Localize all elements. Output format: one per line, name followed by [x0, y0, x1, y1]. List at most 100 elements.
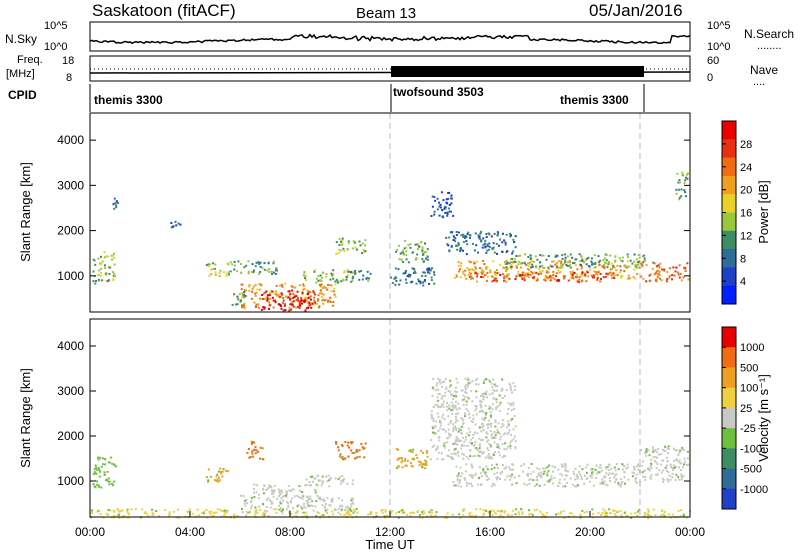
echo-cell — [430, 458, 433, 461]
echo-cell — [571, 276, 574, 279]
echo-cell — [275, 508, 278, 511]
echo-cell — [236, 303, 239, 306]
echo-cell — [253, 441, 255, 444]
echo-cell — [477, 383, 480, 386]
colorbar-tick-label: 25 — [740, 403, 752, 415]
echo-cell — [269, 292, 272, 295]
echo-cell — [409, 281, 412, 284]
echo-cell — [218, 479, 221, 482]
echo-cell — [480, 451, 483, 454]
echo-cell — [463, 385, 466, 388]
echo-cell — [536, 508, 539, 511]
echo-cell — [276, 497, 279, 500]
echo-cell — [507, 402, 510, 405]
echo-cell — [505, 280, 508, 283]
echo-cell — [606, 514, 608, 517]
echo-cell — [103, 471, 106, 474]
echo-cell — [267, 294, 269, 297]
echo-cell — [653, 262, 656, 265]
echo-cell — [275, 267, 278, 270]
echo-cell — [456, 443, 459, 446]
echo-cell — [560, 265, 563, 268]
echo-cell — [486, 249, 489, 252]
echo-cell — [465, 455, 468, 458]
echo-cell — [639, 484, 641, 487]
echo-cell — [608, 472, 611, 475]
echo-cell — [218, 272, 221, 275]
echo-cell — [514, 508, 517, 511]
echo-cell — [362, 447, 365, 450]
echo-cell — [487, 426, 489, 429]
echo-cell — [545, 271, 548, 274]
echo-cell — [458, 480, 461, 483]
echo-cell — [207, 263, 210, 266]
echo-cell — [542, 467, 545, 470]
echo-cell — [578, 253, 581, 256]
echo-cell — [272, 271, 275, 274]
echo-cell — [657, 264, 660, 267]
echo-cell — [233, 515, 236, 518]
echo-cell — [508, 382, 511, 385]
echo-cell — [481, 426, 484, 429]
echo-cell — [663, 268, 666, 271]
echo-cell — [439, 206, 442, 209]
echo-cell — [231, 263, 234, 266]
echo-cell — [572, 470, 575, 473]
echo-cell — [599, 463, 602, 466]
echo-cell — [331, 274, 334, 277]
echo-cell — [469, 441, 472, 444]
echo-cell — [661, 459, 664, 462]
echo-cell — [279, 502, 282, 505]
echo-cell — [143, 512, 146, 514]
echo-cell — [261, 294, 264, 296]
echo-cell — [438, 201, 441, 204]
echo-cell — [275, 291, 278, 294]
echo-cell — [275, 512, 278, 514]
echo-cell — [581, 274, 584, 277]
echo-cell — [667, 452, 670, 455]
echo-cell — [272, 490, 275, 493]
echo-cell — [509, 468, 512, 471]
echo-cell — [293, 495, 296, 498]
echo-cell — [531, 263, 534, 266]
echo-cell — [538, 484, 541, 487]
echo-cell — [331, 497, 334, 500]
echo-cell — [262, 306, 265, 309]
echo-cell — [619, 485, 622, 488]
noise-sky-line — [89, 33, 691, 45]
echo-cell — [458, 427, 461, 430]
echo-cell — [448, 210, 451, 213]
echo-cell — [496, 252, 498, 255]
echo-cell — [103, 458, 106, 461]
echo-cell — [484, 473, 486, 476]
echo-cell — [504, 241, 507, 244]
echo-cell — [476, 280, 479, 283]
echo-cell — [636, 263, 639, 266]
echo-cell — [640, 464, 643, 467]
echo-cell — [589, 475, 592, 478]
echo-cell — [476, 449, 479, 452]
echo-cell — [495, 432, 498, 435]
echo-cell — [356, 511, 359, 514]
echo-cell — [470, 275, 473, 278]
echo-cell — [298, 496, 300, 499]
echo-cell — [424, 274, 427, 277]
echo-cell — [493, 397, 496, 400]
echo-cell — [118, 513, 120, 516]
echo-cell — [172, 225, 175, 228]
echo-cell — [633, 466, 635, 468]
echo-cell — [486, 243, 489, 246]
echo-cell — [328, 485, 331, 488]
echo-cell — [511, 252, 514, 255]
echo-cell — [619, 269, 622, 272]
echo-cell — [604, 514, 607, 517]
echo-cell — [274, 272, 277, 275]
echo-cell — [496, 269, 498, 271]
echo-cell — [250, 507, 253, 509]
echo-cell — [661, 268, 664, 271]
echo-cell — [449, 419, 452, 422]
echo-cell — [216, 473, 219, 476]
echo-cell — [605, 259, 608, 262]
echo-cell — [502, 433, 505, 436]
echo-cell — [479, 508, 482, 511]
